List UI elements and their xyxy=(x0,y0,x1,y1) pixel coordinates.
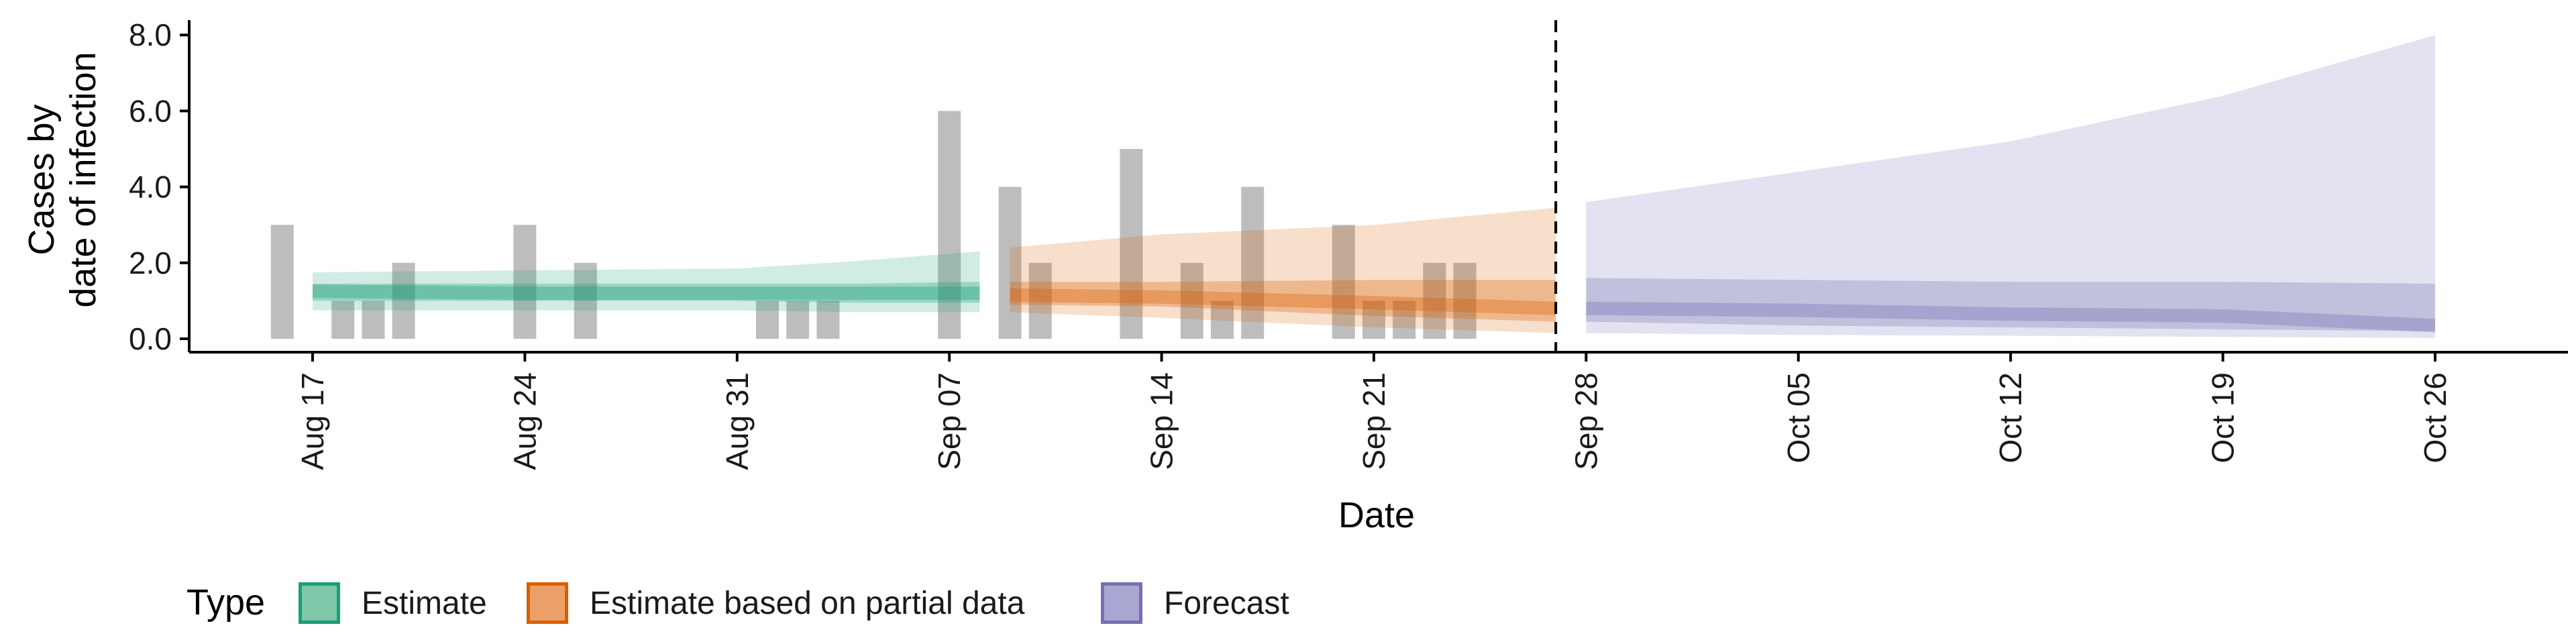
case-bar-2020-09-16 xyxy=(1211,301,1234,339)
x-tick-label-2020-10-12: Oct 12 xyxy=(1993,372,2028,464)
case-bar-2020-09-24 xyxy=(1453,262,1477,339)
estimate-based-on-partial-data-inner-band xyxy=(1010,280,1556,322)
estimate-inner-band xyxy=(313,282,980,303)
case-bar-2020-09-23 xyxy=(1423,262,1446,339)
case-bar-2020-09-09 xyxy=(998,186,1022,339)
case-bar-2020-09-21 xyxy=(1362,301,1385,339)
x-tick-label-2020-09-21: Sep 21 xyxy=(1356,372,1391,470)
legend-key-forecast xyxy=(1101,582,1142,624)
case-bar-2020-09-02 xyxy=(786,301,810,339)
case-bar-2020-08-19 xyxy=(362,301,385,339)
legend-label-estimate: Estimate xyxy=(362,585,487,621)
legend-label-forecast: Forecast xyxy=(1164,585,1289,621)
case-bar-2020-09-03 xyxy=(816,301,840,339)
case-bar-2020-08-16 xyxy=(270,225,294,339)
estimate-bands xyxy=(312,35,2436,338)
axes: 0.0 2.0 4.0 6.0 8.0 Aug 17 Aug 24 Aug 31 Sep 07 S… xyxy=(129,17,2568,470)
legend-item-partial: Estimate based on partial data xyxy=(527,579,1024,627)
legend-item-forecast: Forecast xyxy=(1101,579,1289,627)
legend-key-partial xyxy=(527,582,568,624)
case-bar-2020-08-26 xyxy=(574,262,597,339)
forecast-median-line xyxy=(1586,301,2436,333)
x-axis-title: Date xyxy=(1338,495,1415,535)
legend-title: Type xyxy=(186,582,266,623)
estimate-based-on-partial-data-outer-band xyxy=(1010,207,1556,333)
x-tick-label-2020-08-31: Aug 31 xyxy=(720,372,755,470)
legend-label-partial: Estimate based on partial data xyxy=(590,585,1025,621)
y-axis-title: Cases by date of infection xyxy=(21,52,103,307)
estimate-based-on-partial-data-median-line xyxy=(1010,288,1556,315)
estimate-outer-band xyxy=(313,251,980,313)
x-tick-label-2020-09-28: Sep 28 xyxy=(1568,372,1603,470)
case-bar-2020-08-20 xyxy=(392,262,415,339)
case-bar-2020-09-10 xyxy=(1028,262,1052,339)
x-tick-label-2020-08-17: Aug 17 xyxy=(295,372,330,470)
y-tick-label-8.0: 8.0 xyxy=(129,17,172,52)
x-tick-label-2020-10-19: Oct 19 xyxy=(2206,372,2241,464)
x-tick-label-2020-08-24: Aug 24 xyxy=(507,372,542,470)
case-bar-2020-08-24 xyxy=(513,225,537,339)
x-tick-label-2020-09-14: Sep 14 xyxy=(1144,372,1179,470)
case-bar-2020-09-17 xyxy=(1241,186,1265,339)
y-tick-label-2.0: 2.0 xyxy=(129,246,172,280)
forecast-inner-band xyxy=(1586,278,2435,331)
case-bar-2020-09-20 xyxy=(1332,225,1355,339)
x-tick-label-2020-10-26: Oct 26 xyxy=(2418,372,2453,464)
observed-cases-bars xyxy=(270,111,1477,339)
y-axis-title-line-1: Cases by xyxy=(21,104,62,255)
x-tick-label-2020-10-05: Oct 05 xyxy=(1781,372,1816,464)
forecast-outer-band xyxy=(1586,35,2435,338)
legend-key-estimate xyxy=(299,582,340,624)
x-tick-label-2020-09-07: Sep 07 xyxy=(932,372,967,470)
case-bar-2020-09-07 xyxy=(938,111,961,339)
case-bar-2020-09-01 xyxy=(756,301,779,339)
legend-item-estimate: Estimate xyxy=(299,579,487,627)
y-tick-label-4.0: 4.0 xyxy=(129,170,172,205)
case-bar-2020-08-18 xyxy=(331,301,355,339)
y-tick-label-0.0: 0.0 xyxy=(129,321,172,356)
y-axis-title-line-2: date of infection xyxy=(63,52,103,307)
legend: Type Estimate Estimate based on partial … xyxy=(0,574,2576,634)
case-bar-2020-09-22 xyxy=(1393,301,1416,339)
y-tick-label-6.0: 6.0 xyxy=(129,93,172,128)
case-bar-2020-09-13 xyxy=(1120,149,1143,339)
estimate-median-line xyxy=(312,284,980,301)
case-bar-2020-09-15 xyxy=(1180,262,1203,339)
